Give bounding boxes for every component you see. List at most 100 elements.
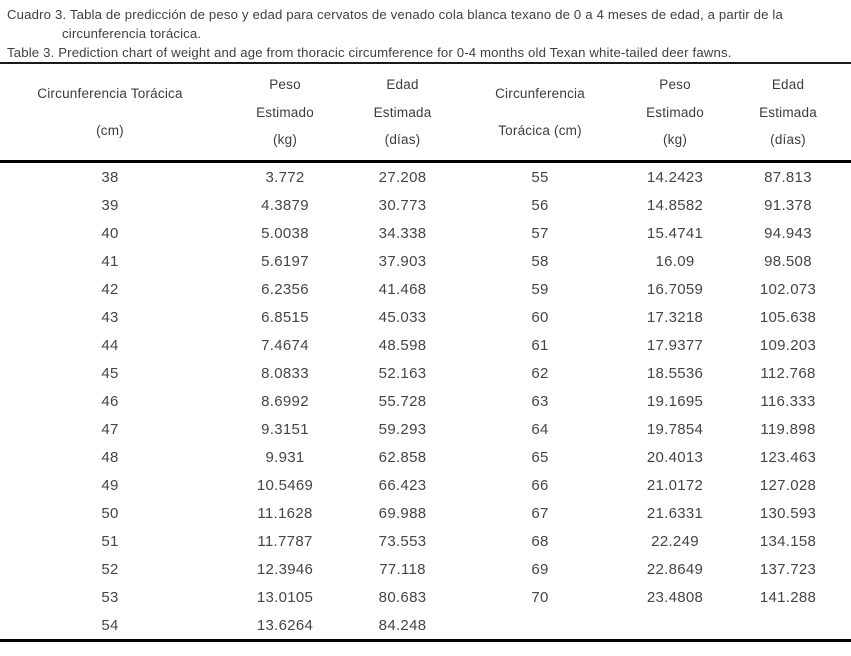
table-cell: 19.7854	[646, 420, 704, 438]
table-cell: 123.463	[759, 448, 817, 466]
header-line: (cm)	[96, 123, 124, 138]
table-cell: 14.8582	[646, 196, 704, 214]
table-cell: 6.2356	[261, 280, 309, 298]
header-circumference-left: Circunferencia Torácica (cm)	[0, 63, 220, 163]
table-row: 45 8.0833 52.163 62 18.5536 112.768	[0, 359, 851, 387]
table-cell: 17.3218	[646, 308, 704, 326]
table-cell: 137.723	[759, 560, 817, 578]
header-weight-left: Peso Estimado (kg)	[219, 63, 351, 163]
table-cell: 11.7787	[257, 532, 313, 550]
table-cell: 41	[101, 252, 119, 270]
table-cell: 45.033	[378, 308, 427, 326]
table-cell: 14.2423	[646, 168, 704, 186]
table-row: 39 4.3879 30.773 56 14.8582 91.378	[0, 191, 851, 219]
table-cell: 64	[531, 420, 549, 438]
table-cell: 98.508	[764, 252, 812, 270]
table-cell: 19.1695	[646, 392, 704, 410]
table-cell: 119.898	[760, 420, 816, 438]
header-line: Edad	[771, 76, 805, 92]
header-line: Circunferencia Torácica	[37, 86, 183, 101]
table-cell: 112.768	[760, 364, 816, 382]
table-cell: 73.553	[378, 532, 427, 550]
table-cell: 127.028	[759, 476, 817, 494]
table-row: 51 11.7787 73.553 68 22.249 134.158	[0, 527, 851, 555]
table-cell	[625, 611, 725, 641]
table-header: Circunferencia Torácica (cm) Peso Estima…	[0, 63, 851, 163]
header-line: Circunferencia	[495, 86, 585, 101]
header-line: (días)	[770, 132, 806, 148]
table-cell: 70	[531, 588, 549, 606]
table-cell: 105.638	[759, 308, 817, 326]
table-row: 49 10.5469 66.423 66 21.0172 127.028	[0, 471, 851, 499]
table-cell: 57	[531, 224, 549, 242]
table-cell: 21.0172	[646, 476, 704, 494]
table-cell: 109.203	[759, 336, 817, 354]
table-cell: 9.3151	[261, 420, 309, 438]
table-cell: 16.7059	[646, 280, 704, 298]
table-cell: 55	[531, 168, 549, 186]
header-age-left: Edad Estimada (días)	[350, 63, 456, 163]
table-cell: 27.208	[378, 168, 427, 186]
table-row: 44 7.4674 48.598 61 17.9377 109.203	[0, 331, 851, 359]
table-cell: 80.683	[378, 588, 427, 606]
table-cell: 49	[101, 476, 119, 494]
header-line: (kg)	[662, 132, 688, 148]
table-cell: 94.943	[764, 224, 812, 242]
table-captions: Cuadro 3. Tabla de predicción de peso y …	[7, 5, 846, 62]
table-cell: 66.423	[378, 476, 427, 494]
table-cell: 5.0038	[261, 224, 309, 242]
table-cell: 69	[531, 560, 549, 578]
table-cell: 63	[531, 392, 549, 410]
table-cell: 15.4741	[646, 224, 704, 242]
table-row: 47 9.3151 59.293 64 19.7854 119.898	[0, 415, 851, 443]
table-cell: 11.1628	[257, 504, 313, 522]
table-cell: 12.3946	[256, 560, 314, 578]
caption-es-line2: circunferencia torácica.	[62, 26, 202, 41]
table-cell: 54	[101, 616, 119, 634]
table-cell: 10.5469	[256, 476, 314, 494]
table-row: 38 3.772 27.208 55 14.2423 87.813	[0, 162, 851, 192]
table-row: 41 5.6197 37.903 58 16.09 98.508	[0, 247, 851, 275]
table-cell: 84.248	[378, 616, 427, 634]
table-cell: 44	[101, 336, 119, 354]
table-cell: 46	[101, 392, 119, 410]
table-cell: 37.903	[378, 252, 427, 270]
header-line: Peso	[269, 76, 301, 92]
table-cell: 23.4808	[646, 588, 704, 606]
table-cell: 13.6264	[256, 616, 314, 634]
header-line: Peso	[659, 76, 691, 92]
table-cell: 22.8649	[646, 560, 704, 578]
table-cell: 16.09	[655, 252, 695, 270]
table-row: 40 5.0038 34.338 57 15.4741 94.943	[0, 219, 851, 247]
table-cell	[455, 611, 625, 641]
header-line: Estimado	[646, 104, 704, 120]
table-cell: 47	[101, 420, 119, 438]
table-row: 48 9.931 62.858 65 20.4013 123.463	[0, 443, 851, 471]
table-cell: 21.6331	[646, 504, 704, 522]
table-cell: 5.6197	[261, 252, 309, 270]
table-cell: 39	[101, 196, 119, 214]
header-line: Edad	[386, 76, 419, 92]
table-cell: 56	[531, 196, 549, 214]
table-cell: 55.728	[378, 392, 427, 410]
table-cell: 13.0105	[256, 588, 314, 606]
table-row: 50 11.1628 69.988 67 21.6331 130.593	[0, 499, 851, 527]
table-cell: 41.468	[378, 280, 427, 298]
table-cell: 134.158	[759, 532, 817, 550]
table-cell: 51	[101, 532, 119, 550]
table-cell: 141.288	[759, 588, 817, 606]
table-row: 54 13.6264 84.248	[0, 611, 851, 641]
table-cell: 59.293	[378, 420, 427, 438]
table-cell: 53	[101, 588, 119, 606]
table-cell: 34.338	[378, 224, 427, 242]
caption-es-line1: Cuadro 3. Tabla de predicción de peso y …	[7, 7, 783, 22]
table-cell	[725, 611, 851, 641]
header-line: Estimado	[256, 104, 314, 120]
table-cell: 130.593	[759, 504, 817, 522]
table-cell: 43	[101, 308, 119, 326]
table-cell: 4.3879	[261, 196, 309, 214]
table-cell: 6.8515	[261, 308, 309, 326]
table-cell: 38	[101, 168, 119, 186]
table-row: 53 13.0105 80.683 70 23.4808 141.288	[0, 583, 851, 611]
table-cell: 69.988	[378, 504, 427, 522]
